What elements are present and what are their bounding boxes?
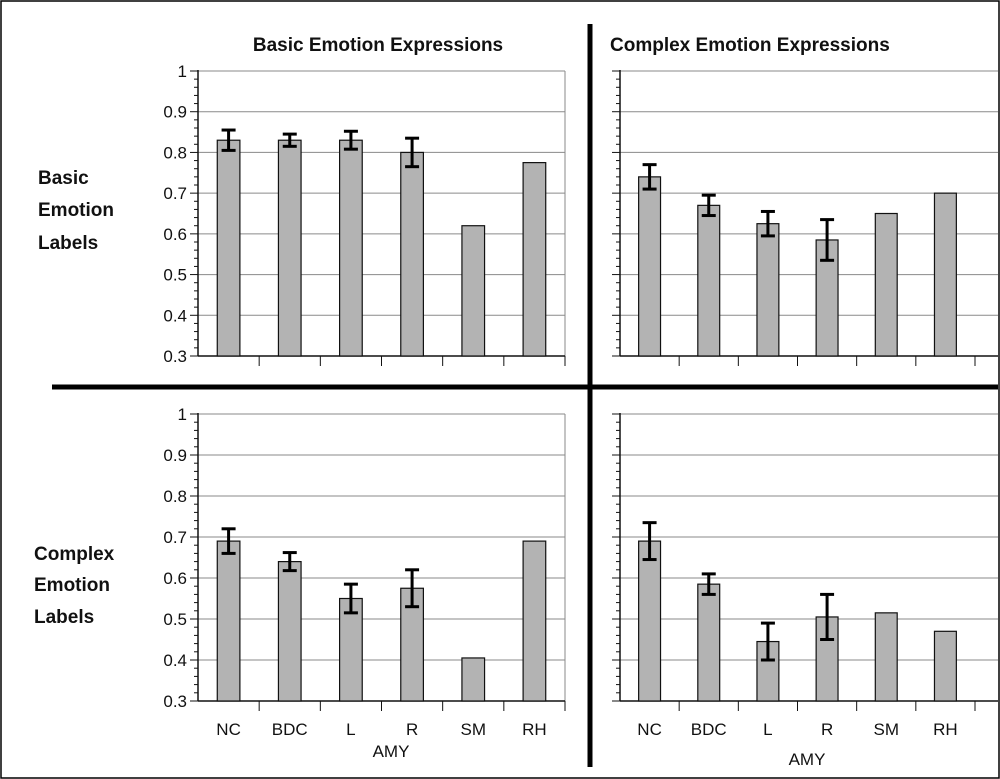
group-label-amy-left: AMY bbox=[373, 742, 410, 761]
error-bar-nc bbox=[642, 163, 657, 191]
bar-sm bbox=[461, 657, 486, 702]
y-tick-label: 0.4 bbox=[163, 306, 187, 325]
x-category-label: R bbox=[406, 720, 418, 739]
x-category-label: BDC bbox=[272, 720, 308, 739]
bar-rh bbox=[522, 540, 547, 702]
row-label-complex-line3: Labels bbox=[34, 607, 94, 628]
error-bar-l bbox=[760, 209, 775, 238]
bar-bdc bbox=[697, 204, 721, 357]
x-category-label: BDC bbox=[691, 720, 727, 739]
bar-rh bbox=[933, 630, 957, 702]
bar-l bbox=[756, 223, 780, 357]
panel-complex-labels-complex-expressions: NC BDC L R SM RH bbox=[612, 413, 998, 739]
y-tick-label: 0.6 bbox=[163, 225, 187, 244]
x-category-label: RH bbox=[933, 720, 958, 739]
panel-basic-labels-basic-expressions: 0.3 0.4 0.5 0.6 0.7 0.8 0.9 1 bbox=[163, 62, 566, 366]
y-tick-label: 0.8 bbox=[163, 143, 187, 162]
column-title-basic-expressions: Basic Emotion Expressions bbox=[253, 35, 503, 56]
y-tick-label: 0.6 bbox=[163, 569, 187, 588]
x-category-label: L bbox=[763, 720, 772, 739]
y-tick-label: 0.4 bbox=[163, 651, 187, 670]
bar-nc bbox=[638, 176, 662, 357]
y-tick-label: 0.3 bbox=[163, 347, 187, 366]
y-tick-label: 0.7 bbox=[163, 184, 187, 203]
x-category-label: SM bbox=[874, 720, 900, 739]
bar-bdc bbox=[277, 139, 302, 357]
error-bar-nc bbox=[642, 521, 657, 562]
x-category-label: NC bbox=[637, 720, 662, 739]
error-bar-nc bbox=[221, 128, 236, 152]
row-label-complex-line1: Complex bbox=[34, 544, 115, 565]
bar-sm bbox=[461, 225, 486, 357]
panel-complex-labels-basic-expressions: 0.3 0.4 0.5 0.6 0.7 0.8 0.9 1 NC BDC L R SM RH bbox=[163, 405, 566, 739]
error-bar-r bbox=[405, 568, 420, 609]
error-bar-bdc bbox=[701, 193, 716, 218]
error-bar-bdc bbox=[282, 551, 297, 573]
column-title-complex-expressions: Complex Emotion Expressions bbox=[610, 35, 890, 56]
error-bar-r bbox=[820, 218, 835, 262]
bar-rh bbox=[933, 192, 957, 357]
x-category-label: L bbox=[346, 720, 355, 739]
row-label-basic-line2: Emotion bbox=[38, 200, 114, 221]
y-tick-label: 1 bbox=[178, 62, 187, 81]
group-label-amy-right: AMY bbox=[789, 750, 826, 769]
y-tick-label: 0.5 bbox=[163, 610, 187, 629]
y-tick-label: 0.3 bbox=[163, 692, 187, 711]
y-tick-label: 0.7 bbox=[163, 528, 187, 547]
panel-basic-labels-complex-expressions bbox=[612, 70, 998, 366]
y-tick-label: 0.8 bbox=[163, 487, 187, 506]
y-tick-label: 1 bbox=[178, 405, 187, 424]
bar-rh bbox=[522, 162, 547, 357]
y-tick-label: 0.9 bbox=[163, 446, 187, 465]
error-bar-l bbox=[760, 621, 775, 662]
bar-nc bbox=[638, 540, 662, 702]
row-label-complex-line2: Emotion bbox=[34, 575, 110, 596]
bar-sm bbox=[874, 212, 898, 357]
bar-bdc bbox=[277, 560, 302, 702]
bar-bdc bbox=[697, 583, 721, 702]
error-bar-bdc bbox=[282, 132, 297, 148]
bar-l bbox=[339, 139, 363, 357]
bar-nc bbox=[216, 540, 241, 702]
error-bar-r bbox=[820, 592, 835, 641]
error-bar-nc bbox=[221, 527, 236, 555]
y-tick-label: 0.5 bbox=[163, 266, 187, 285]
row-label-basic-line1: Basic bbox=[38, 168, 89, 189]
x-category-label: NC bbox=[216, 720, 241, 739]
error-bar-l bbox=[343, 129, 358, 151]
bar-sm bbox=[874, 612, 898, 702]
bar-r bbox=[400, 151, 424, 357]
y-tick-label: 0.9 bbox=[163, 103, 187, 122]
x-category-label: R bbox=[821, 720, 833, 739]
row-label-basic-line3: Labels bbox=[38, 233, 98, 254]
error-bar-bdc bbox=[701, 572, 716, 596]
error-bar-l bbox=[343, 582, 358, 615]
bar-nc bbox=[216, 139, 241, 357]
x-category-label: SM bbox=[461, 720, 487, 739]
error-bar-r bbox=[405, 136, 420, 169]
x-category-label: RH bbox=[522, 720, 547, 739]
